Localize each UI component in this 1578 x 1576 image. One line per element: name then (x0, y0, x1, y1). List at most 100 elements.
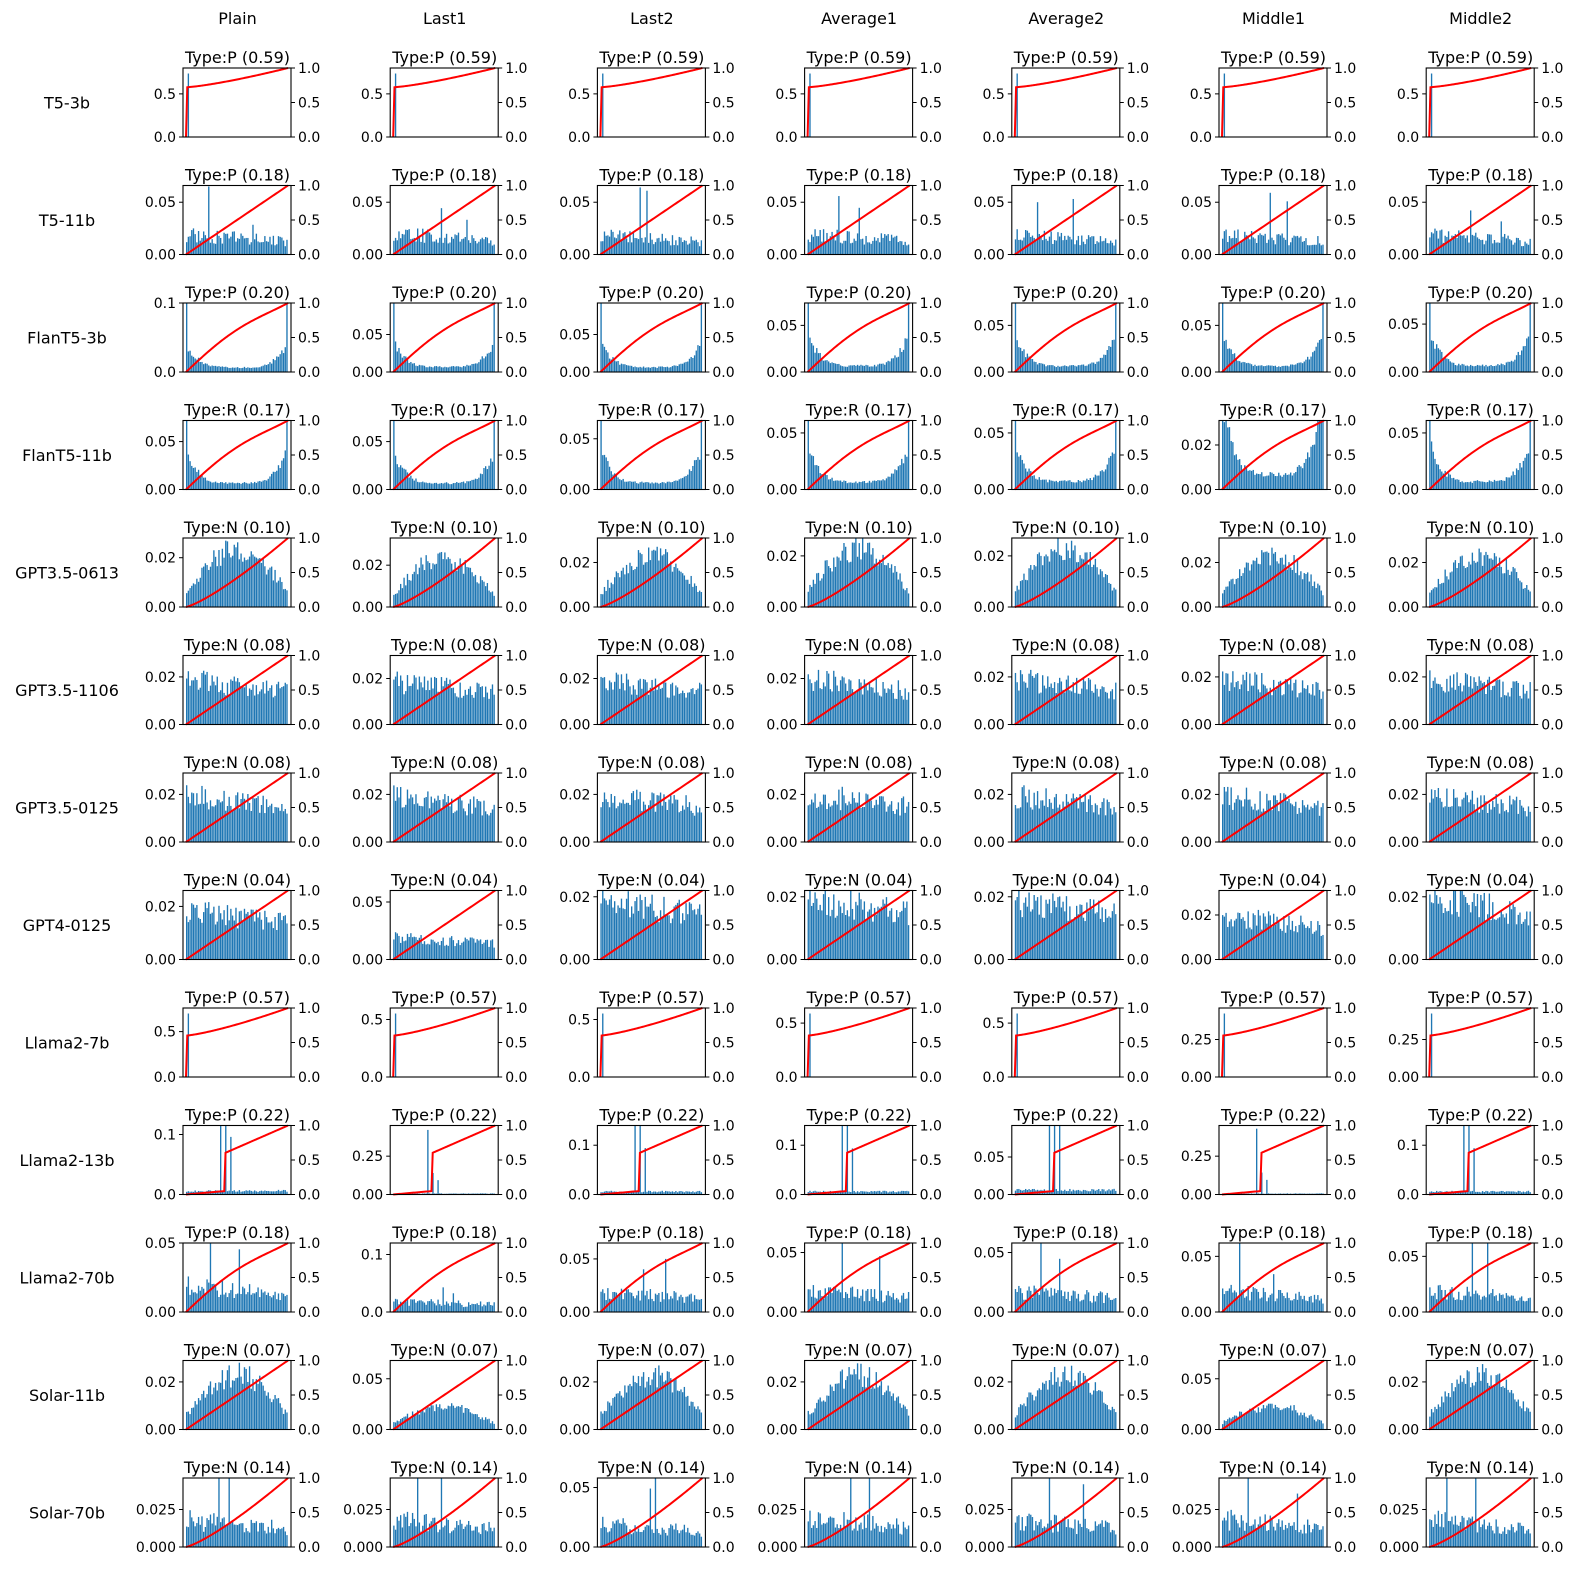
histogram-bar (632, 481, 635, 490)
left-tick-label: 0.0 (1397, 130, 1419, 146)
histogram-bar (1025, 230, 1027, 255)
histogram-bar (1504, 695, 1506, 725)
left-tick-label: 0.02 (352, 672, 383, 688)
histogram-bar (887, 562, 889, 607)
histogram-bar (1264, 233, 1266, 255)
histogram-bar (1497, 364, 1499, 372)
left-tick-label: 0.00 (1181, 1070, 1212, 1086)
histogram-bar (420, 682, 422, 725)
histogram-bar (199, 1290, 201, 1312)
histogram-bar (889, 1191, 891, 1195)
histogram-bar (877, 692, 879, 725)
histogram-bar (868, 242, 871, 255)
histogram-bar (206, 671, 208, 725)
histogram-bar (1293, 931, 1295, 960)
axes-frame (1011, 67, 1121, 138)
histogram-bar (1030, 911, 1032, 960)
histogram-bar (1490, 234, 1492, 255)
histogram-bar (843, 366, 845, 372)
histogram-bar (1432, 233, 1434, 255)
histogram-bar (1269, 192, 1271, 255)
left-tick-label: 0.5 (154, 1025, 176, 1041)
histogram-bar (461, 800, 463, 842)
histogram-bar (262, 795, 264, 842)
histogram-bar (1025, 579, 1027, 607)
right-tick-label: 1.0 (712, 531, 734, 547)
histogram-bar (668, 799, 670, 842)
histogram-bar (1239, 913, 1241, 960)
histogram-bar (1317, 800, 1319, 842)
histogram-bar (473, 1304, 475, 1312)
histogram-bar (1461, 481, 1463, 490)
histogram-bar (665, 549, 667, 607)
histogram-bar (649, 1190, 652, 1195)
histogram-bar (454, 946, 456, 960)
histogram-bar (1512, 361, 1514, 372)
histogram-bar (860, 364, 862, 372)
histogram-bar (206, 363, 208, 372)
histogram-bar (211, 1284, 213, 1312)
histogram-bar (1278, 811, 1280, 842)
histogram-bar (1521, 350, 1523, 372)
histogram-bar (430, 483, 432, 490)
histogram-bar (1222, 593, 1224, 607)
histogram-bar (856, 689, 859, 725)
subplot-title: Type:R (0.17) (805, 401, 912, 420)
histogram-bar (1301, 363, 1304, 372)
histogram-bar (456, 810, 458, 842)
histogram-bar (254, 798, 256, 842)
histogram-bar (237, 238, 239, 255)
histogram-bar (1074, 365, 1076, 372)
histogram-bar (1070, 919, 1073, 960)
histogram-bar (605, 457, 607, 490)
histogram-bar (255, 685, 258, 725)
histogram-bar (807, 303, 809, 372)
histogram-bar (485, 586, 487, 607)
histogram-bar (1060, 480, 1063, 490)
histogram-bar (841, 366, 843, 372)
histogram-bar (1033, 895, 1035, 960)
histogram-bar (1261, 1172, 1263, 1195)
right-tick-label: 0.0 (1334, 130, 1356, 146)
histogram-bar (1026, 580, 1029, 607)
histogram-bar (1483, 244, 1485, 255)
histogram-bar (1062, 801, 1064, 842)
histogram-bar (1057, 807, 1059, 842)
histogram-bar (410, 685, 412, 725)
histogram-bar (685, 361, 687, 372)
left-tick-label: 0.00 (766, 248, 797, 264)
subplot-title: Type:P (0.18) (184, 166, 290, 185)
histogram-bar (272, 1295, 275, 1312)
histogram-bar (1103, 1189, 1105, 1195)
histogram-bar (491, 939, 494, 960)
right-tick-label: 0.0 (712, 1188, 734, 1204)
histogram-bar (1065, 1191, 1068, 1195)
histogram-bar (1104, 691, 1107, 725)
histogram-bar (1476, 364, 1479, 372)
histogram-bar (608, 1298, 611, 1312)
histogram-bar (1262, 913, 1265, 960)
histogram-bar (216, 921, 218, 960)
histogram-bar (457, 366, 460, 372)
histogram-bar (1115, 1190, 1117, 1195)
histogram-bar (255, 557, 258, 607)
histogram-bar (1052, 1189, 1054, 1195)
histogram-bar (439, 366, 441, 372)
histogram-bar (1286, 679, 1288, 725)
histogram-bar (196, 793, 198, 842)
histogram-bar (1514, 568, 1516, 607)
histogram-bar (1517, 682, 1519, 725)
histogram-bar (600, 807, 602, 842)
right-tick-label: 1.0 (1127, 296, 1149, 312)
histogram-bar (817, 806, 820, 842)
histogram-bar (828, 566, 830, 607)
histogram-bar (1267, 911, 1270, 960)
histogram-bar (1293, 555, 1295, 607)
histogram-bar (839, 242, 842, 255)
histogram-bar (819, 580, 821, 607)
histogram-bar (1310, 356, 1312, 372)
right-tick-label: 0.0 (298, 718, 320, 734)
histogram-bar (600, 903, 602, 960)
histogram-bar (1025, 796, 1027, 842)
histogram-bar (868, 682, 871, 725)
